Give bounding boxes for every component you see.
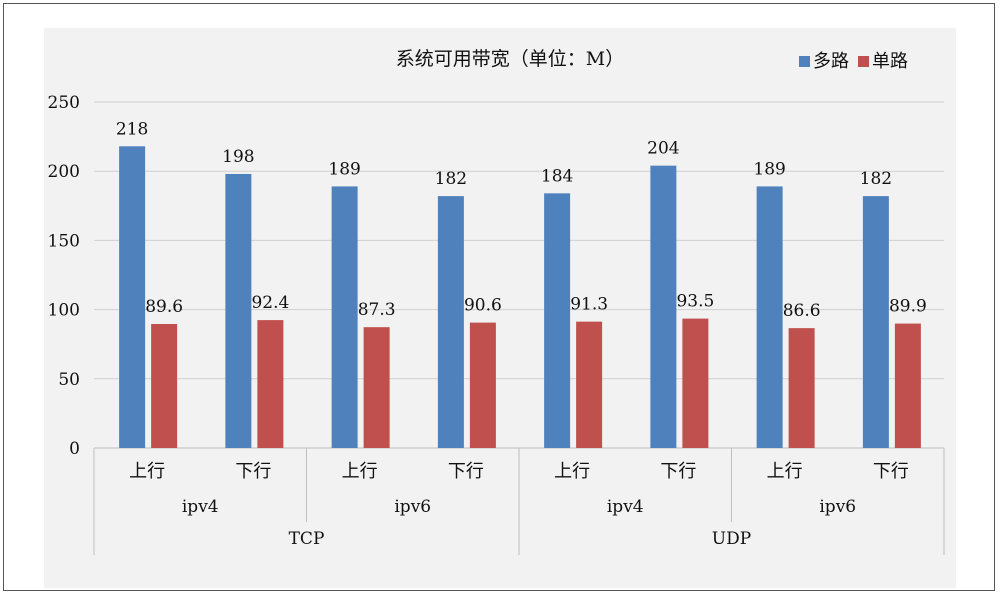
x-tick-label: 上行 xyxy=(129,461,165,482)
data-label: 189 xyxy=(753,159,785,179)
legend: 多路 单路 xyxy=(799,51,908,72)
group-label: ipv4 xyxy=(182,497,219,517)
legend-label: 多路 xyxy=(813,51,849,72)
data-label: 198 xyxy=(222,147,254,167)
x-tick-label: 下行 xyxy=(660,461,696,482)
data-label: 218 xyxy=(116,119,148,139)
legend-swatch xyxy=(858,56,869,67)
y-tick-label: 100 xyxy=(48,301,80,321)
bar-multi xyxy=(756,186,783,448)
data-label: 91.3 xyxy=(570,295,608,315)
data-label: 184 xyxy=(541,166,573,186)
y-tick-label: 250 xyxy=(48,93,80,113)
chart-title: 系统可用带宽（单位：M） xyxy=(396,48,624,70)
group-label: ipv6 xyxy=(819,497,856,517)
data-label: 204 xyxy=(647,139,679,159)
y-tick-label: 50 xyxy=(58,370,80,390)
group-label: ipv6 xyxy=(394,497,431,517)
data-label: 92.4 xyxy=(251,293,289,313)
legend-label: 单路 xyxy=(872,51,908,72)
legend-swatch xyxy=(799,56,810,67)
data-label: 90.6 xyxy=(464,296,502,316)
bar-multi xyxy=(650,165,677,448)
bar-multi xyxy=(331,186,358,448)
group-label: ipv4 xyxy=(607,497,644,517)
data-label: 189 xyxy=(328,159,360,179)
bar-single xyxy=(576,321,603,448)
bar-single xyxy=(894,323,921,448)
bar-single xyxy=(469,322,496,448)
x-tick-label: 下行 xyxy=(873,461,909,482)
data-label: 182 xyxy=(435,169,467,189)
data-label: 182 xyxy=(860,169,892,189)
bar-single xyxy=(788,328,815,448)
bar-single xyxy=(363,327,390,448)
bar-multi xyxy=(225,173,252,448)
bar-multi xyxy=(119,146,146,448)
data-label: 87.3 xyxy=(358,300,396,320)
bar-single xyxy=(682,318,709,448)
x-tick-label: 下行 xyxy=(235,461,271,482)
x-tick-label: 上行 xyxy=(554,461,590,482)
bar-single xyxy=(151,323,178,448)
bar-multi xyxy=(437,196,464,448)
protocol-label: TCP xyxy=(289,529,325,549)
bar-single xyxy=(257,320,284,448)
y-tick-label: 150 xyxy=(48,231,80,251)
data-label: 93.5 xyxy=(676,292,714,312)
data-label: 89.6 xyxy=(145,297,183,317)
x-tick-label: 上行 xyxy=(342,461,378,482)
bar-multi xyxy=(544,193,571,448)
protocol-label: UDP xyxy=(712,529,751,549)
x-tick-label: 下行 xyxy=(448,461,484,482)
y-tick-label: 200 xyxy=(48,162,80,182)
data-label: 89.9 xyxy=(889,297,927,317)
chart-background xyxy=(44,28,956,588)
x-tick-label: 上行 xyxy=(767,461,803,482)
data-label: 86.6 xyxy=(783,301,821,321)
y-tick-label: 0 xyxy=(69,439,80,459)
bar-multi xyxy=(862,196,889,448)
